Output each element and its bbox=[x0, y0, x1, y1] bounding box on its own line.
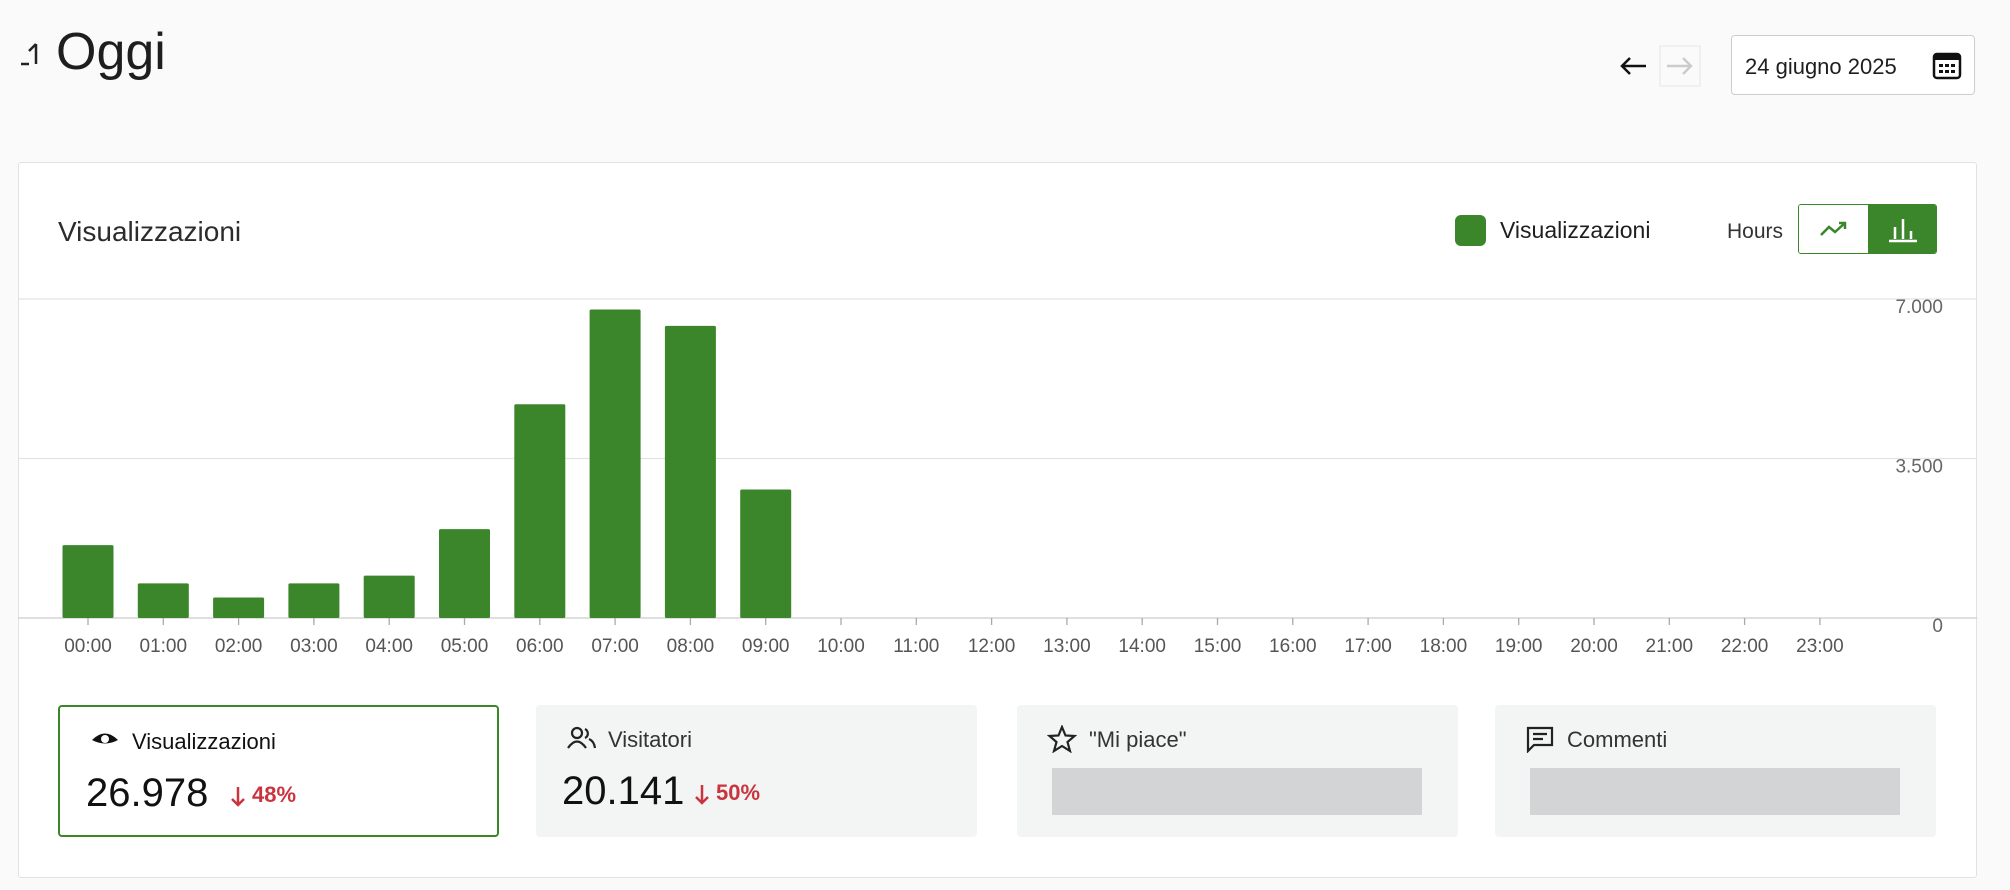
x-tick-label: 21:00 bbox=[1646, 636, 1694, 657]
x-tick-label: 11:00 bbox=[893, 636, 939, 657]
interval-label: Hours bbox=[1727, 220, 1784, 243]
x-tick-label: 17:00 bbox=[1344, 636, 1392, 657]
loading-placeholder bbox=[1052, 768, 1422, 815]
eye-icon bbox=[92, 733, 118, 744]
bar bbox=[213, 597, 265, 618]
bar bbox=[740, 489, 792, 618]
people-icon bbox=[567, 726, 597, 749]
x-tick-label: 03:00 bbox=[290, 636, 338, 657]
y-tick-label: 3.500 bbox=[1895, 457, 1943, 478]
legend-swatch bbox=[1455, 215, 1486, 246]
x-tick-label: 20:00 bbox=[1570, 636, 1618, 657]
down-arrow bbox=[695, 785, 709, 805]
bar bbox=[137, 583, 189, 618]
page-title: Oggi bbox=[56, 23, 166, 81]
legend-label: Visualizzazioni bbox=[1500, 217, 1651, 243]
stat-label: Visitatori bbox=[608, 727, 692, 752]
stat-value: 26.978 bbox=[86, 771, 209, 815]
y-tick-label: 0 bbox=[1932, 616, 1943, 637]
x-tick-label: 00:00 bbox=[64, 636, 112, 657]
x-tick-label: 18:00 bbox=[1420, 636, 1468, 657]
prev-button[interactable] bbox=[1618, 50, 1650, 82]
bar-chart: 0 3.500 7.000 00:00 01:00 02:00 03:00 04:00 05:0… bbox=[18, 297, 1977, 657]
x-tick-label: 09:00 bbox=[742, 636, 790, 657]
bar bbox=[664, 325, 716, 618]
toggle-icons bbox=[1799, 205, 1936, 254]
x-tick-label: 15:00 bbox=[1194, 636, 1242, 657]
line-button[interactable] bbox=[1799, 205, 1868, 254]
stat-label: Commenti bbox=[1567, 727, 1668, 752]
x-tick-label: 10:00 bbox=[817, 636, 865, 657]
stat-card[interactable]: "Mi piace" bbox=[1017, 705, 1458, 837]
back-icon[interactable] bbox=[18, 38, 44, 68]
x-tick-label: 07:00 bbox=[591, 636, 639, 657]
down-arrow bbox=[231, 787, 245, 807]
star-icon bbox=[1047, 725, 1077, 753]
bar bbox=[288, 583, 340, 618]
x-tick-label: 08:00 bbox=[667, 636, 715, 657]
x-tick-label: 19:00 bbox=[1495, 636, 1543, 657]
x-tick-label: 05:00 bbox=[441, 636, 489, 657]
stat-change: 50% bbox=[716, 780, 761, 805]
stat-card[interactable]: Visualizzazioni 26.978 48% bbox=[58, 705, 499, 837]
next-button[interactable] bbox=[1659, 45, 1701, 87]
x-tick-label: 02:00 bbox=[215, 636, 263, 657]
stat-card[interactable]: Commenti bbox=[1495, 705, 1936, 837]
loading-placeholder bbox=[1530, 768, 1900, 815]
bar bbox=[439, 529, 490, 618]
bar bbox=[363, 575, 415, 618]
date-picker[interactable]: 24 giugno 2025 bbox=[1731, 35, 1975, 95]
stat-label: "Mi piace" bbox=[1089, 727, 1187, 752]
calendar-icon bbox=[1932, 52, 1962, 80]
stat-value: 20.141 bbox=[562, 769, 685, 813]
x-tick-label: 23:00 bbox=[1796, 636, 1844, 657]
x-tick-label: 22:00 bbox=[1721, 636, 1769, 657]
comment-icon bbox=[1526, 726, 1554, 753]
chart-title: Visualizzazioni bbox=[58, 216, 242, 247]
bar bbox=[62, 545, 114, 618]
date-text: 24 giugno 2025 bbox=[1745, 54, 1897, 79]
x-tick-label: 16:00 bbox=[1269, 636, 1317, 657]
bar bbox=[589, 309, 641, 618]
x-tick-label: 01:00 bbox=[140, 636, 188, 657]
stat-label: Visualizzazioni bbox=[132, 729, 276, 754]
chart-type-toggle bbox=[1798, 204, 1937, 254]
x-tick-label: 04:00 bbox=[365, 636, 413, 657]
x-tick-label: 06:00 bbox=[516, 636, 564, 657]
stat-card[interactable]: Visitatori 20.141 50% bbox=[536, 705, 977, 837]
x-tick-label: 12:00 bbox=[968, 636, 1016, 657]
stat-change: 48% bbox=[252, 782, 297, 807]
bar bbox=[514, 404, 566, 618]
x-tick-label: 13:00 bbox=[1043, 636, 1091, 657]
x-tick-label: 14:00 bbox=[1118, 636, 1166, 657]
y-tick-label: 7.000 bbox=[1895, 297, 1943, 318]
